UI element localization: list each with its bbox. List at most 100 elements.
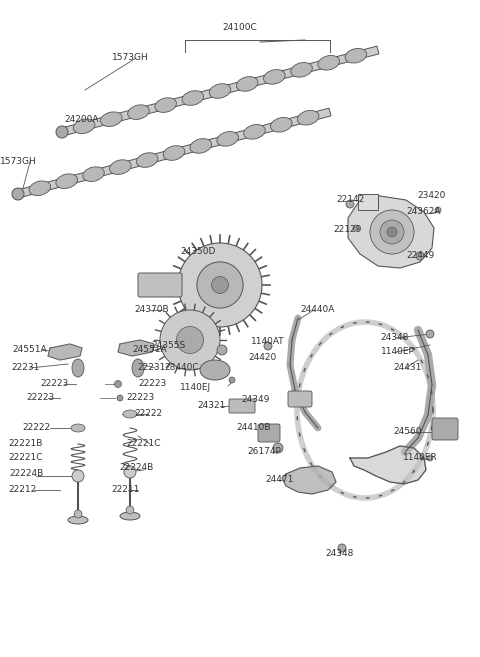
Text: 22224B: 22224B <box>9 470 43 478</box>
Text: 1573GH: 1573GH <box>112 53 148 62</box>
Circle shape <box>435 207 441 213</box>
Ellipse shape <box>236 77 258 91</box>
FancyBboxPatch shape <box>432 418 458 440</box>
Polygon shape <box>282 466 336 494</box>
Text: 22223: 22223 <box>126 394 154 403</box>
Ellipse shape <box>120 512 140 520</box>
Polygon shape <box>350 446 426 484</box>
Text: 24350D: 24350D <box>180 248 216 256</box>
Ellipse shape <box>155 98 177 112</box>
Circle shape <box>74 510 82 518</box>
Ellipse shape <box>244 125 265 139</box>
FancyBboxPatch shape <box>288 391 312 407</box>
Text: 22221C: 22221C <box>9 453 43 463</box>
Circle shape <box>273 443 283 453</box>
Text: 22129: 22129 <box>334 225 362 235</box>
Ellipse shape <box>217 131 239 147</box>
Text: 1140AT: 1140AT <box>251 338 285 346</box>
Ellipse shape <box>132 359 144 377</box>
Polygon shape <box>48 344 82 360</box>
Ellipse shape <box>100 112 122 127</box>
Ellipse shape <box>271 118 292 132</box>
Text: 22222: 22222 <box>22 424 50 432</box>
Text: 22223: 22223 <box>40 380 68 388</box>
Circle shape <box>416 252 424 260</box>
Ellipse shape <box>200 360 230 380</box>
Circle shape <box>380 220 404 244</box>
Text: 24551A: 24551A <box>132 346 168 355</box>
Circle shape <box>212 277 228 294</box>
Text: 1140EJ: 1140EJ <box>180 384 212 392</box>
Text: 24348: 24348 <box>381 334 409 342</box>
Text: 24362A: 24362A <box>407 208 441 217</box>
Ellipse shape <box>68 516 88 524</box>
Ellipse shape <box>209 83 231 99</box>
Text: 26174P: 26174P <box>247 447 281 457</box>
Circle shape <box>370 210 414 254</box>
Text: 22211: 22211 <box>112 486 140 495</box>
Circle shape <box>160 310 220 370</box>
Ellipse shape <box>264 70 285 84</box>
Polygon shape <box>17 108 331 198</box>
Ellipse shape <box>345 49 367 63</box>
Text: 24431: 24431 <box>394 363 422 373</box>
Text: 22142: 22142 <box>336 196 364 204</box>
FancyBboxPatch shape <box>358 194 378 210</box>
FancyBboxPatch shape <box>229 399 255 413</box>
Text: 24348: 24348 <box>326 549 354 558</box>
Circle shape <box>115 380 121 388</box>
Ellipse shape <box>73 119 95 133</box>
Circle shape <box>124 466 136 478</box>
Circle shape <box>57 127 67 137</box>
Circle shape <box>229 377 235 383</box>
Text: 24440A: 24440A <box>301 306 335 315</box>
Ellipse shape <box>71 424 85 432</box>
Circle shape <box>338 544 346 552</box>
Ellipse shape <box>318 55 339 70</box>
Circle shape <box>353 225 359 231</box>
Circle shape <box>264 342 272 350</box>
Circle shape <box>217 345 227 355</box>
Ellipse shape <box>109 160 131 174</box>
Ellipse shape <box>291 62 312 77</box>
Ellipse shape <box>136 152 158 168</box>
Circle shape <box>427 455 433 461</box>
Text: 24471: 24471 <box>266 476 294 484</box>
Text: 24321: 24321 <box>198 401 226 411</box>
Circle shape <box>13 189 23 199</box>
Circle shape <box>387 227 397 237</box>
Circle shape <box>177 327 204 353</box>
Text: 22222: 22222 <box>134 409 162 419</box>
Text: 24370B: 24370B <box>135 306 169 315</box>
Text: 24551A: 24551A <box>12 346 48 355</box>
Text: 24349: 24349 <box>242 396 270 405</box>
Text: 24420: 24420 <box>248 353 276 363</box>
Circle shape <box>56 126 68 138</box>
Circle shape <box>346 200 354 208</box>
Text: 1573GH: 1573GH <box>0 158 36 166</box>
Ellipse shape <box>190 139 212 153</box>
Circle shape <box>178 243 262 327</box>
FancyBboxPatch shape <box>258 424 280 442</box>
Ellipse shape <box>298 110 319 125</box>
Polygon shape <box>118 340 154 356</box>
Circle shape <box>426 330 434 338</box>
Text: 22212: 22212 <box>8 486 36 495</box>
Text: 28440C: 28440C <box>165 363 199 373</box>
Polygon shape <box>348 196 434 268</box>
Ellipse shape <box>163 146 185 160</box>
Text: 22221C: 22221C <box>127 440 161 449</box>
Circle shape <box>126 506 134 514</box>
Text: 22223: 22223 <box>138 380 166 388</box>
Ellipse shape <box>29 181 50 196</box>
Ellipse shape <box>56 174 77 189</box>
Ellipse shape <box>83 167 104 181</box>
Text: 1140EP: 1140EP <box>381 348 415 357</box>
Text: 22449: 22449 <box>406 252 434 260</box>
Ellipse shape <box>128 105 149 120</box>
Text: 22221B: 22221B <box>9 440 43 449</box>
Circle shape <box>197 262 243 308</box>
Text: 24560: 24560 <box>394 428 422 436</box>
Text: 24355S: 24355S <box>151 342 185 350</box>
Ellipse shape <box>123 410 137 418</box>
